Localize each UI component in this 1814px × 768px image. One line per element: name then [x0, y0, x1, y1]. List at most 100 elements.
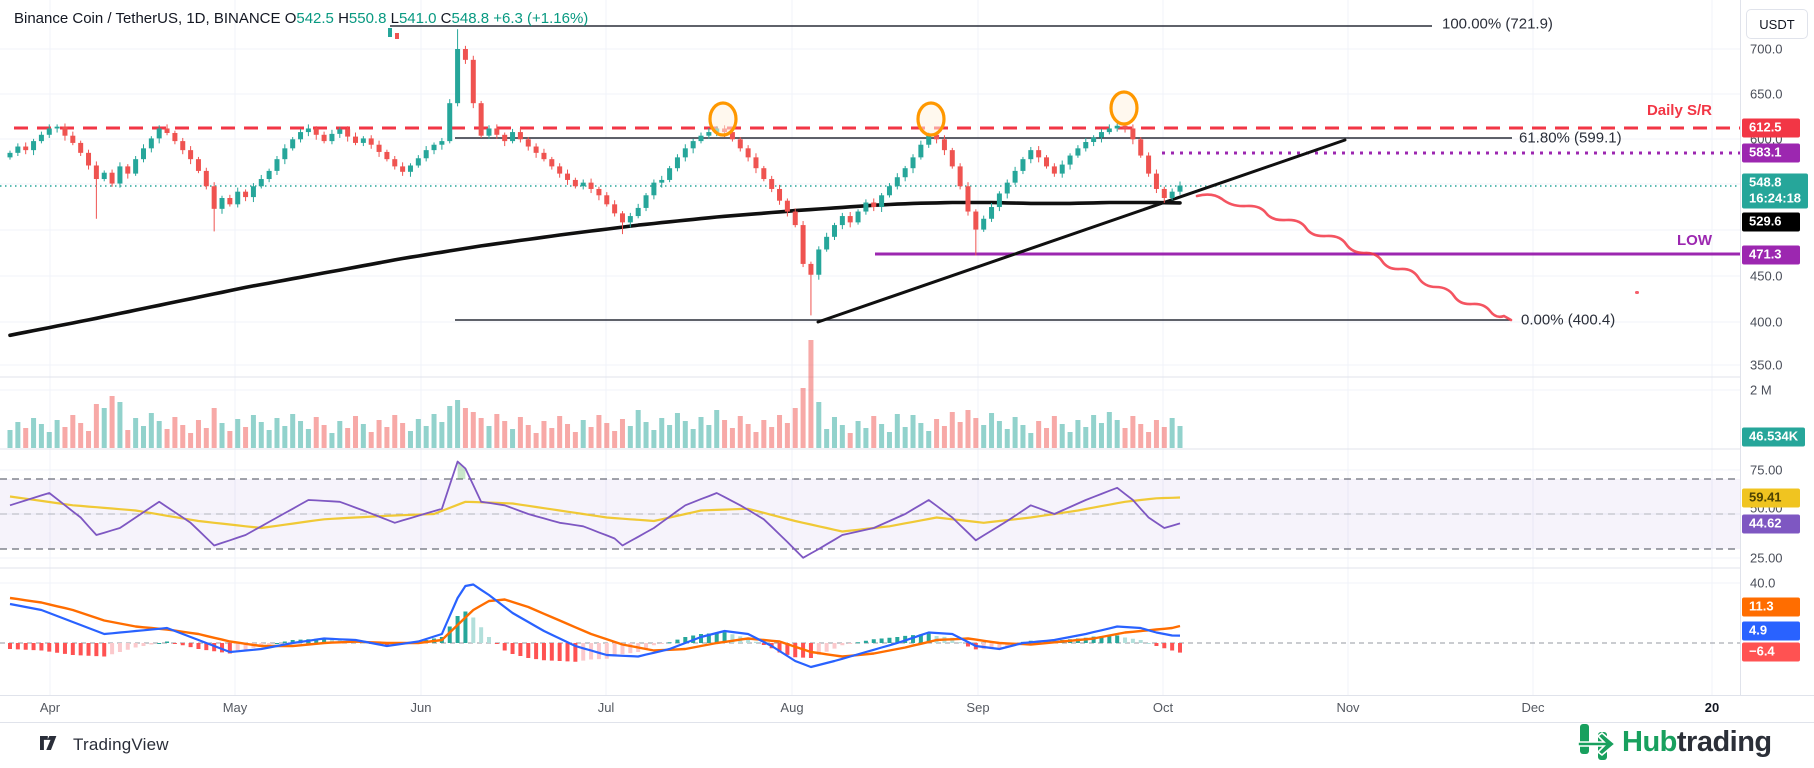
volume-bar: [926, 431, 932, 448]
volume-bar: [777, 415, 783, 448]
volume-bar: [839, 425, 845, 448]
macd-histogram-bar: [596, 643, 601, 660]
fib-level-label[interactable]: 61.80% (599.1): [1519, 129, 1622, 147]
macd-histogram-bar: [730, 634, 735, 643]
macd-histogram-bar: [644, 643, 649, 649]
volume-bar: [1153, 420, 1159, 448]
volume-bar: [211, 408, 217, 448]
chart-canvas[interactable]: [0, 0, 1814, 722]
macd-histogram-bar: [612, 643, 617, 657]
volume-bar: [894, 414, 900, 448]
macd-histogram-bar: [165, 641, 170, 643]
month-label: Sep: [966, 700, 990, 715]
volume-bar: [863, 428, 869, 448]
macd-histogram-bar: [282, 641, 287, 643]
ohlc-key: O: [284, 10, 297, 27]
volume-bar: [667, 425, 673, 448]
volume-bar: [588, 427, 594, 448]
currency-toggle-button[interactable]: USDT: [1746, 9, 1808, 39]
candle-body: [596, 188, 602, 196]
volume-bar: [360, 424, 366, 448]
volume-bar: [918, 423, 924, 448]
macd-histogram-bar: [816, 643, 821, 655]
volume-bar: [376, 420, 382, 448]
macd-histogram-bar: [157, 643, 162, 644]
candle-body: [1177, 185, 1183, 192]
macd-histogram-bar: [39, 643, 44, 651]
volume-bar: [1067, 432, 1073, 448]
candle-body: [541, 152, 547, 160]
macd-histogram-bar: [526, 643, 531, 658]
volume-bar: [423, 426, 429, 448]
candle-body: [1020, 159, 1026, 171]
candle-body: [737, 139, 743, 149]
symbol-title[interactable]: Binance Coin / TetherUS, 1D, BINANCE O54…: [14, 10, 588, 27]
candle-body: [282, 148, 288, 160]
volume-bar: [125, 430, 131, 448]
hubtrading-text: Hubtrading: [1622, 726, 1772, 759]
macd-histogram-bar: [494, 643, 499, 644]
volume-bar: [384, 427, 390, 448]
tradingview-icon: [40, 736, 57, 751]
candle-body: [698, 135, 704, 142]
macd-histogram-bar: [848, 643, 853, 644]
macd-histogram-bar: [8, 643, 12, 649]
highlight-circle: [708, 101, 738, 137]
candle-body: [70, 135, 76, 143]
projection-squiggle: [1195, 193, 1513, 322]
volume-bar: [706, 425, 712, 448]
candle-body: [235, 191, 241, 205]
volume-bar: [392, 415, 398, 448]
macd-histogram-bar: [620, 643, 625, 655]
candle-body: [565, 173, 571, 180]
volume-bar: [824, 429, 830, 448]
candle-body: [549, 159, 555, 167]
volume-bar: [400, 423, 406, 448]
volume-bar: [769, 427, 775, 448]
macd-histogram-bar: [659, 643, 664, 644]
volume-bar: [250, 415, 256, 448]
candle-body: [470, 59, 476, 104]
macd-histogram-bar: [463, 611, 468, 643]
candle-body: [15, 146, 21, 153]
volume-bar: [415, 419, 421, 448]
volume-bar: [792, 408, 798, 448]
macd-histogram-bar: [322, 638, 327, 643]
macd-histogram-bar: [220, 643, 225, 653]
time-scale[interactable]: [0, 695, 1814, 723]
candle-body: [211, 186, 217, 209]
macd-histogram-bar: [761, 643, 766, 645]
volume-bar: [989, 413, 995, 448]
volume-bar: [1114, 420, 1120, 448]
candle-body: [243, 191, 249, 198]
macd-histogram-bar: [911, 635, 916, 643]
fib-level-label[interactable]: 100.00% (721.9): [1442, 15, 1553, 33]
volume-bar: [219, 423, 225, 448]
candle-body: [1075, 148, 1081, 156]
volume-bar: [290, 414, 296, 448]
symbol-name[interactable]: Binance Coin / TetherUS, 1D, BINANCE: [14, 10, 281, 27]
volume-bar: [368, 432, 374, 448]
volume-bar: [447, 406, 453, 448]
macd-histogram-bar: [549, 643, 554, 661]
volume-bar: [266, 430, 272, 448]
tradingview-logo[interactable]: TradingView: [40, 735, 169, 755]
candle-body: [1044, 157, 1050, 167]
axis-tick: 700.0: [1750, 41, 1783, 57]
price-badge: 46.534K: [1742, 427, 1806, 447]
macd-histogram-bar: [62, 643, 67, 654]
low-annotation: LOW: [1677, 232, 1712, 249]
candle-body: [1161, 188, 1167, 198]
candle-body: [784, 200, 790, 212]
volume-bar: [38, 424, 44, 448]
fib-level-label[interactable]: 0.00% (400.4): [1521, 311, 1616, 329]
candle-body: [973, 211, 979, 230]
candle-body: [109, 172, 115, 184]
candle-body: [407, 165, 413, 172]
volume-bar: [133, 418, 139, 448]
candle-body: [651, 182, 657, 196]
candle-body: [1004, 182, 1010, 194]
macd-histogram-bar: [1123, 637, 1128, 643]
volume-bar: [439, 422, 445, 448]
volume-bar: [180, 425, 186, 448]
